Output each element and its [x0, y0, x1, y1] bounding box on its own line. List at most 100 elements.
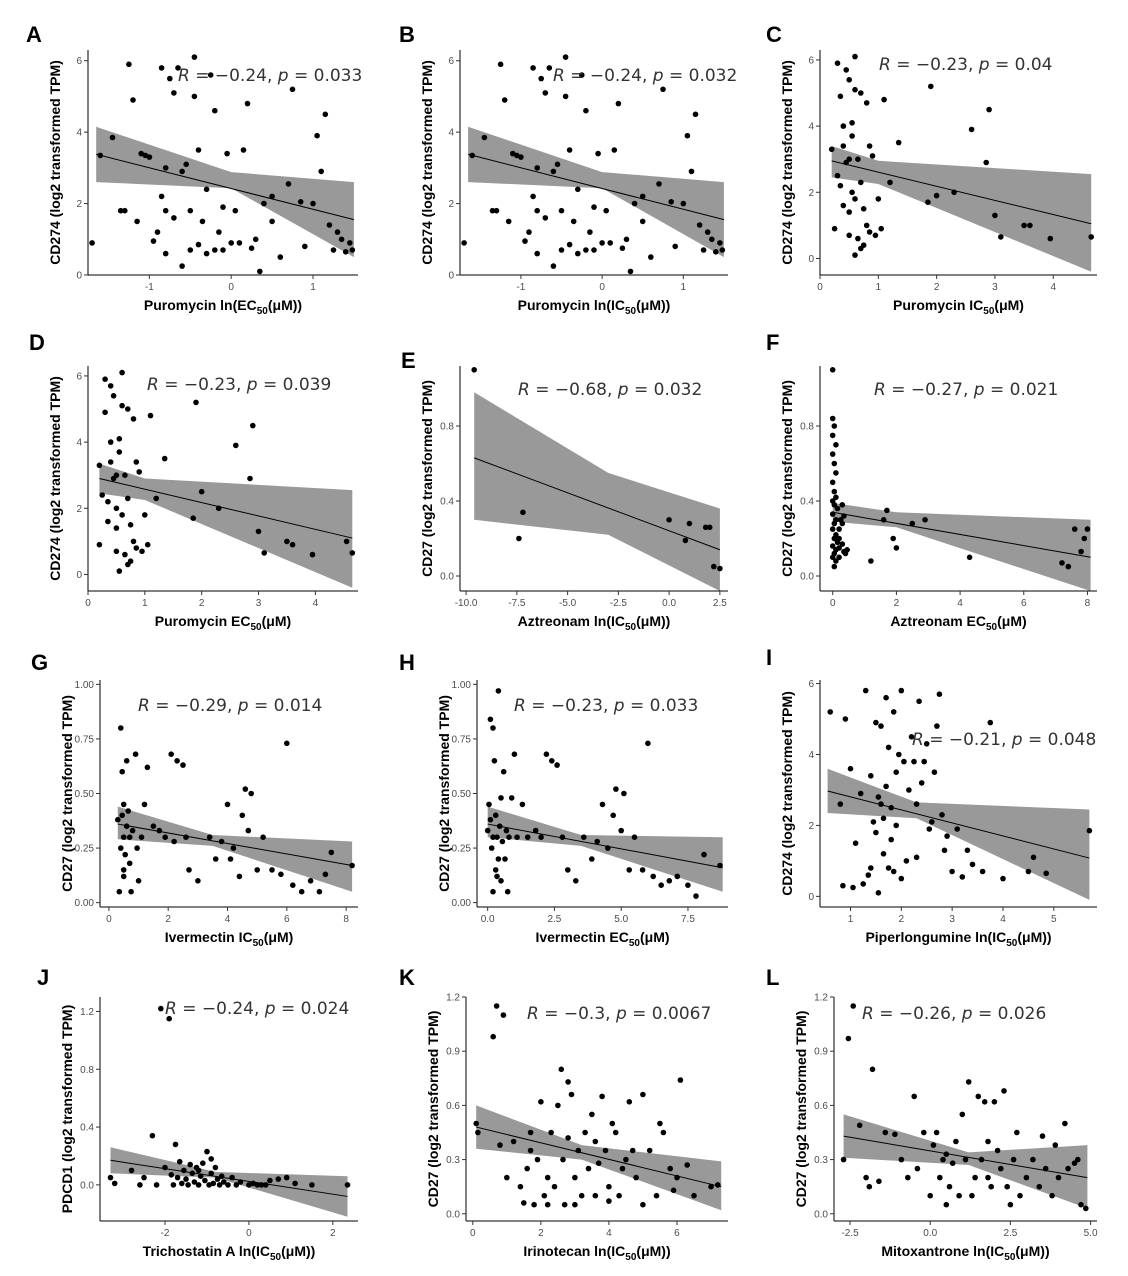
data-point	[843, 67, 849, 73]
data-point	[202, 1177, 208, 1184]
y-tick-label: 1.00	[452, 680, 472, 691]
x-axis-title: Aztreonam EC50(μM)	[890, 613, 1026, 633]
y-tick-label: 0.0	[440, 572, 454, 583]
data-point	[125, 808, 131, 814]
data-point	[592, 1192, 599, 1199]
data-point	[875, 890, 882, 896]
annotation-r-symbol: R	[165, 999, 177, 1019]
data-point	[250, 422, 256, 429]
data-point	[119, 369, 125, 376]
data-point	[589, 856, 595, 862]
data-point	[840, 143, 847, 149]
x-axis-title-main: Trichostatin A ln(IC	[143, 1243, 270, 1259]
data-point	[685, 882, 691, 888]
data-point	[284, 538, 290, 545]
data-point	[868, 773, 874, 779]
data-point	[120, 801, 127, 808]
data-point	[107, 439, 114, 445]
data-point	[885, 744, 892, 751]
data-point	[183, 834, 189, 840]
x-axis-title-subscript: 50	[257, 306, 269, 317]
annotation-r-value: = −0.27,	[886, 380, 974, 400]
data-point	[227, 856, 234, 862]
data-point	[481, 134, 488, 141]
data-point	[473, 1120, 480, 1127]
data-point	[1084, 526, 1091, 532]
data-point	[558, 207, 565, 214]
data-point	[129, 827, 136, 834]
data-point	[829, 451, 836, 457]
x-axis-title-main: Irinotecan ln(IC	[523, 1243, 625, 1259]
y-tick-label: 6	[76, 371, 82, 382]
data-point	[240, 147, 247, 153]
y-tick-label: 0.4	[440, 497, 454, 508]
x-axis-title-subscript: 50	[625, 1252, 637, 1263]
data-point	[840, 202, 847, 209]
annotation-p-symbol: p	[1011, 730, 1023, 750]
annotation-r-value: = −0.23,	[891, 55, 979, 75]
data-point	[833, 470, 839, 476]
data-point	[330, 247, 337, 253]
data-point	[490, 725, 496, 731]
data-point	[283, 1174, 290, 1181]
annotation-r-value: = −0.26,	[874, 1004, 962, 1024]
data-point	[212, 247, 218, 253]
data-point	[212, 856, 219, 862]
data-point	[153, 495, 159, 502]
annotation-p-value: = 0.024	[276, 999, 350, 1019]
y-tick-label: 0	[76, 271, 82, 282]
data-point	[139, 548, 145, 555]
data-point	[195, 1167, 202, 1174]
data-point	[862, 687, 869, 694]
data-point	[130, 538, 137, 545]
data-point	[831, 488, 838, 495]
data-point	[522, 238, 528, 244]
data-point	[181, 1167, 187, 1174]
data-point	[167, 75, 173, 82]
data-point	[149, 1132, 156, 1139]
data-point	[110, 393, 117, 399]
panel-b: -1 0 1 0 2 4 6 Puromycin ln(IC50(μM)) CD274 (log…	[399, 22, 737, 317]
data-point	[1071, 1160, 1078, 1166]
data-point	[193, 399, 199, 406]
annotation-r-value: = −0.3,	[539, 1004, 616, 1024]
data-point	[252, 236, 259, 243]
data-point	[682, 537, 689, 544]
data-point	[342, 249, 349, 255]
data-point	[674, 873, 681, 880]
data-point	[534, 165, 540, 171]
data-point	[475, 1129, 481, 1136]
data-point	[1004, 1183, 1010, 1190]
x-tick-label: 8	[343, 914, 349, 925]
data-point	[144, 541, 151, 548]
data-point	[322, 871, 329, 878]
data-point	[839, 520, 846, 527]
data-point	[700, 247, 707, 253]
annotation-p-symbol: p	[246, 375, 258, 395]
y-tick-label: 2	[76, 199, 82, 210]
data-point	[850, 884, 856, 891]
data-point	[704, 229, 711, 235]
data-point	[589, 1111, 595, 1118]
data-point	[504, 1174, 510, 1181]
data-point	[183, 161, 189, 168]
data-point	[846, 209, 852, 215]
data-point	[931, 769, 938, 775]
data-point	[946, 1183, 953, 1190]
y-tick-label: 6	[448, 56, 454, 67]
data-point	[197, 1173, 204, 1179]
data-point	[863, 100, 870, 106]
data-point	[844, 547, 850, 553]
y-tick-label: 0	[808, 254, 814, 265]
panel-f: 0 2 4 6 8 0.0 0.4 0.8 Aztreonam EC50(μM) CD27 (lo…	[766, 330, 1097, 633]
y-axis-title: CD274 (log2 transformed TPM)	[779, 691, 795, 896]
x-tick-label: 4	[225, 914, 231, 925]
data-point	[829, 554, 836, 561]
y-tick-label: 0.25	[452, 844, 472, 855]
data-point	[1083, 1205, 1089, 1212]
data-point	[493, 207, 500, 214]
data-point	[623, 1156, 629, 1163]
data-point	[939, 812, 945, 818]
y-axis-title: CD27 (log2 transformed TPM)	[425, 1011, 441, 1208]
data-point	[526, 229, 532, 235]
